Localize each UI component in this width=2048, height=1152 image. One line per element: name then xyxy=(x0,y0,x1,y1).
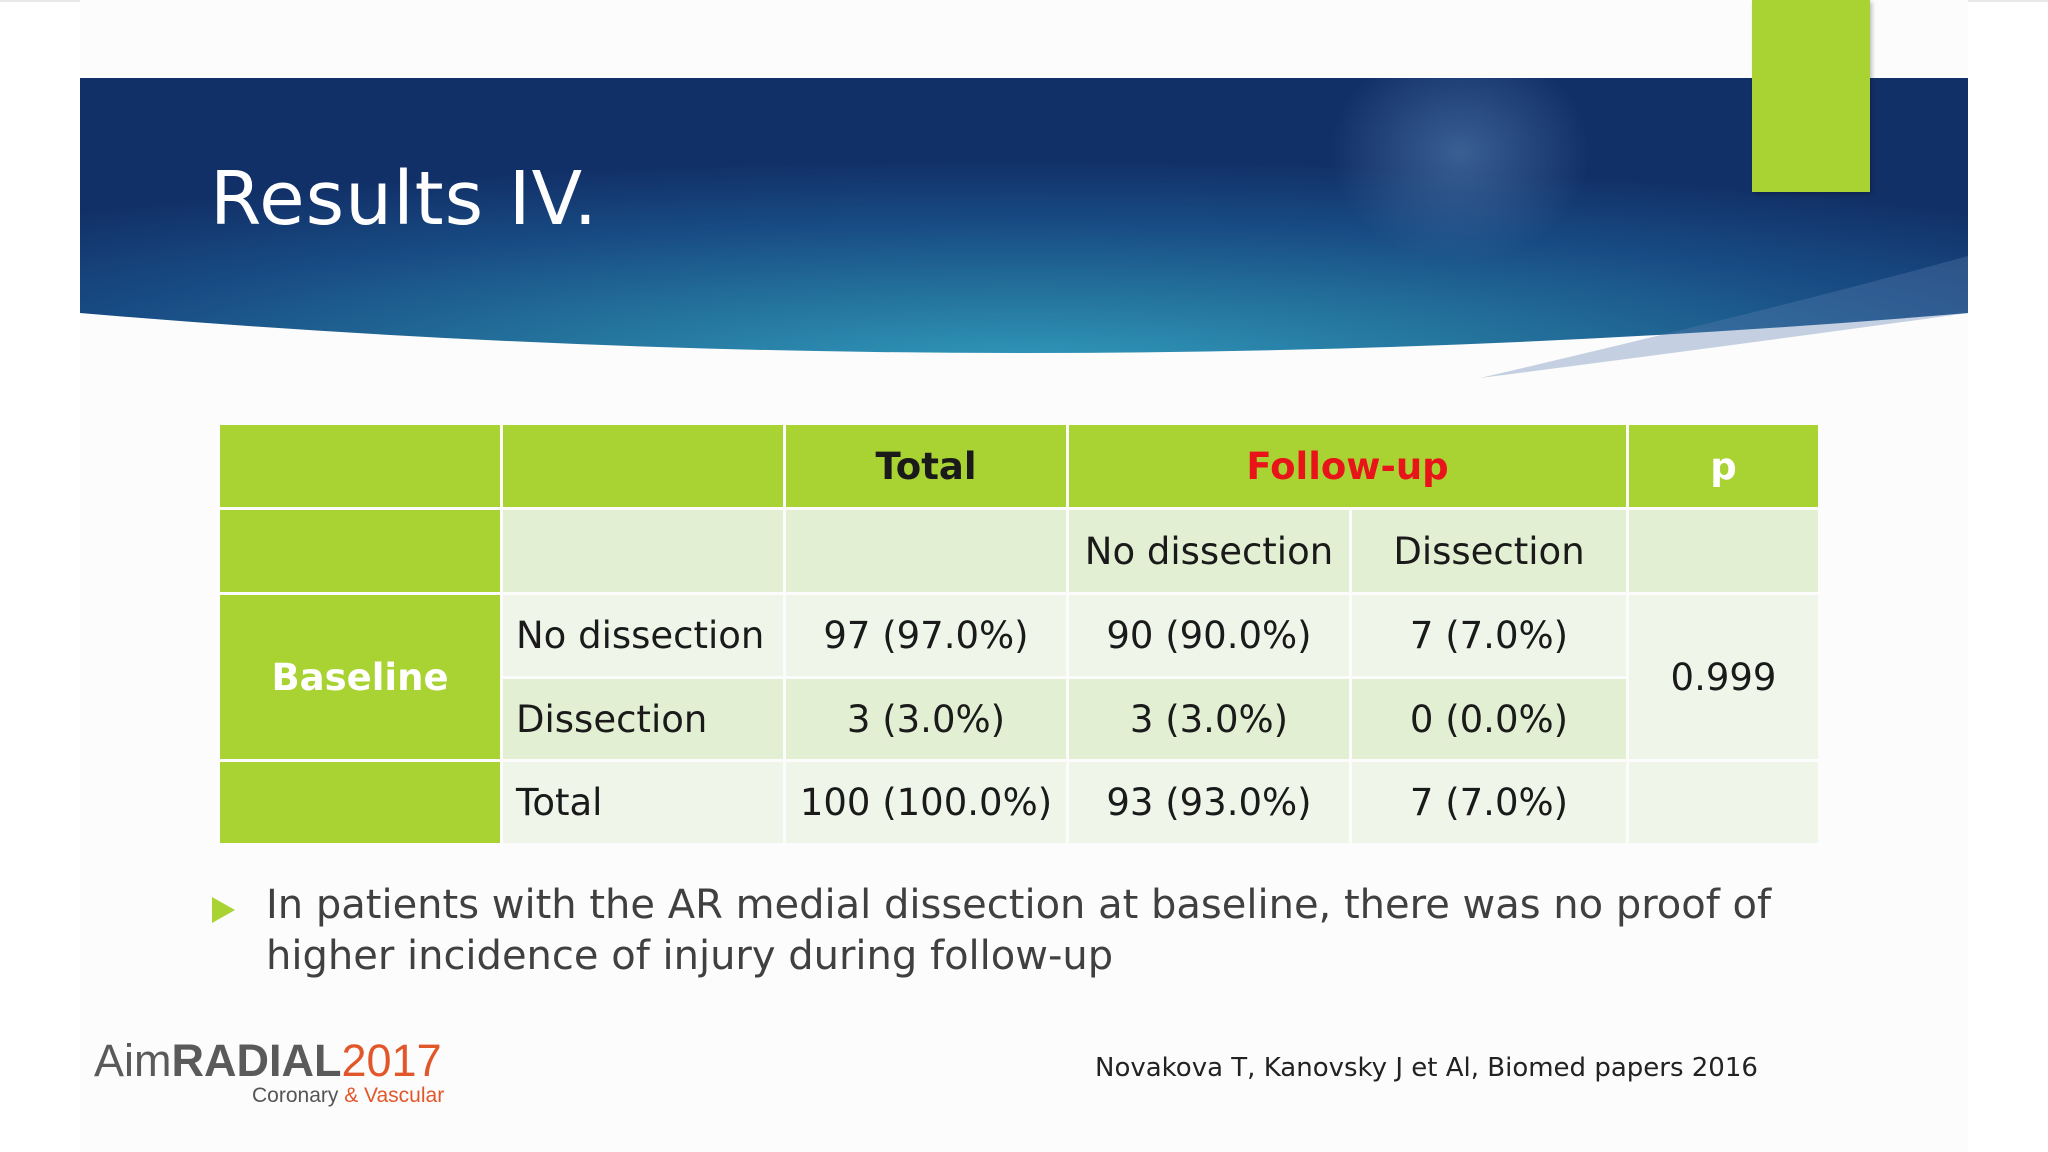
logo-year: 2017 xyxy=(341,1035,442,1086)
header-empty-1 xyxy=(220,425,500,507)
subheader-dissection: Dissection xyxy=(1352,510,1626,592)
logo-sub-amp: & Vascular xyxy=(344,1084,445,1107)
logo-sub-left: Coronary xyxy=(252,1084,345,1107)
cell-total: 97 (97.0%) xyxy=(786,595,1066,676)
subheader-empty-p xyxy=(1629,510,1818,592)
logo-aim: Aim xyxy=(94,1035,172,1086)
citation: Novakova T, Kanovsky J et Al, Biomed pap… xyxy=(1095,1053,1758,1083)
aimradial-logo: AimRADIAL2017 Coronary & Vascular xyxy=(94,1036,454,1108)
group-spacer-bottom xyxy=(220,762,500,843)
cell-fu-no: 90 (90.0%) xyxy=(1069,595,1349,676)
row-label: Dissection xyxy=(503,679,783,759)
cell-fu-no: 93 (93.0%) xyxy=(1069,762,1349,843)
cell-p-empty xyxy=(1629,762,1818,843)
header-p: p xyxy=(1629,425,1818,507)
subheader-empty-1 xyxy=(503,510,783,592)
row-group-baseline: Baseline xyxy=(220,595,500,759)
cell-total: 3 (3.0%) xyxy=(786,679,1066,759)
cell-fu-yes: 0 (0.0%) xyxy=(1352,679,1626,759)
group-spacer-top xyxy=(220,510,500,592)
header-empty-2 xyxy=(503,425,783,507)
cell-fu-no: 3 (3.0%) xyxy=(1069,679,1349,759)
cell-total: 100 (100.0%) xyxy=(786,762,1066,843)
title-banner xyxy=(80,78,1968,378)
accent-tab xyxy=(1752,0,1870,192)
cell-fu-yes: 7 (7.0%) xyxy=(1352,595,1626,676)
header-followup: Follow-up xyxy=(1069,425,1626,507)
cell-fu-yes: 7 (7.0%) xyxy=(1352,762,1626,843)
cell-p-value: 0.999 xyxy=(1629,595,1818,759)
row-label: No dissection xyxy=(503,595,783,676)
logo-wordmark: AimRADIAL2017 xyxy=(94,1036,442,1086)
triangle-bullet-icon xyxy=(212,897,235,923)
subheader-empty-2 xyxy=(786,510,1066,592)
bullet-text: In patients with the AR medial dissectio… xyxy=(266,882,1772,979)
row-label: Total xyxy=(503,762,783,843)
subheader-no-dissection: No dissection xyxy=(1069,510,1349,592)
header-total: Total xyxy=(786,425,1066,507)
slide-title: Results IV. xyxy=(210,156,599,242)
logo-subtitle: Coronary & Vascular xyxy=(252,1084,444,1108)
logo-radial: RADIAL xyxy=(171,1035,342,1086)
